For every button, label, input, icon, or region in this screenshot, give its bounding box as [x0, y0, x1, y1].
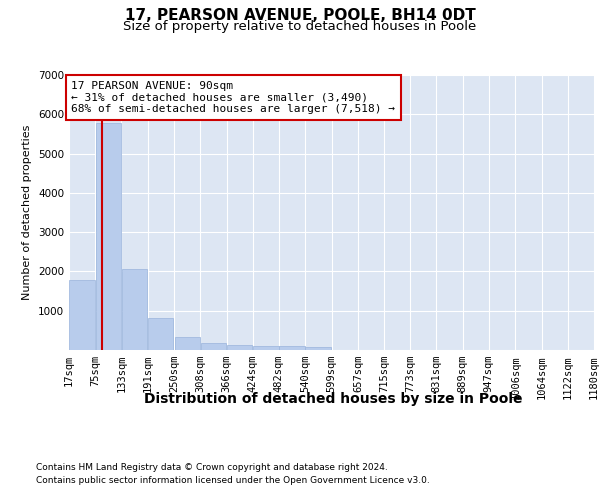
Bar	[227, 346, 253, 350]
Text: Distribution of detached houses by size in Poole: Distribution of detached houses by size …	[144, 392, 522, 406]
Bar	[148, 318, 173, 350]
Bar	[201, 342, 226, 350]
Text: Contains public sector information licensed under the Open Government Licence v3: Contains public sector information licen…	[36, 476, 430, 485]
Text: Size of property relative to detached houses in Poole: Size of property relative to detached ho…	[124, 20, 476, 33]
Text: Contains HM Land Registry data © Crown copyright and database right 2024.: Contains HM Land Registry data © Crown c…	[36, 464, 388, 472]
Bar	[305, 347, 331, 350]
Bar	[122, 269, 147, 350]
Bar	[280, 346, 305, 350]
Y-axis label: Number of detached properties: Number of detached properties	[22, 125, 32, 300]
Bar	[175, 336, 200, 350]
Bar	[70, 280, 95, 350]
Bar	[253, 346, 278, 350]
Text: 17, PEARSON AVENUE, POOLE, BH14 0DT: 17, PEARSON AVENUE, POOLE, BH14 0DT	[125, 8, 475, 22]
Text: 17 PEARSON AVENUE: 90sqm
← 31% of detached houses are smaller (3,490)
68% of sem: 17 PEARSON AVENUE: 90sqm ← 31% of detach…	[71, 81, 395, 114]
Bar	[95, 123, 121, 350]
